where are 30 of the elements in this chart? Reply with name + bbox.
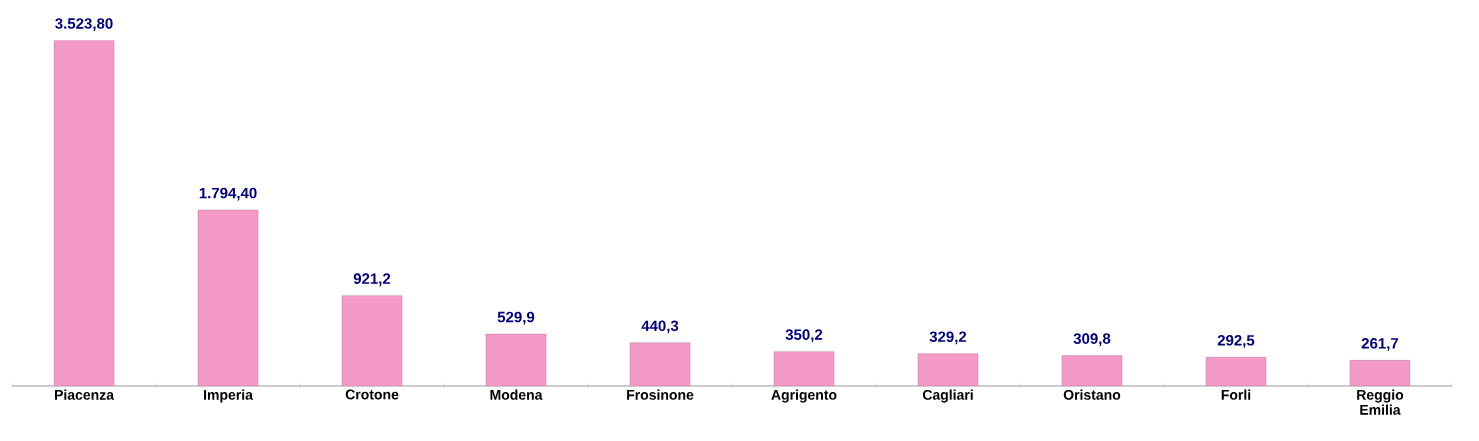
data-label: 292,5 [1217, 334, 1255, 348]
data-label: 529,9 [497, 311, 535, 325]
data-label: 1.794,40 [199, 187, 257, 201]
data-label: 350,2 [785, 329, 823, 343]
data-label: 329,2 [929, 331, 967, 345]
data-label: 261,7 [1361, 338, 1399, 351]
data-label: 3.523,80 [55, 18, 113, 31]
x-tick-label: Forli [1221, 389, 1251, 400]
x-tick-label: Reggio Emilia [1357, 389, 1404, 415]
bar [341, 295, 403, 386]
x-tick-label: Oristano [1063, 389, 1121, 400]
bar [53, 40, 115, 386]
x-tick-label: Cagliari [922, 389, 973, 403]
x-tick-label: Crotone [345, 389, 399, 400]
bar [773, 351, 835, 386]
bar [1349, 360, 1411, 386]
data-label: 440,3 [641, 320, 679, 334]
x-tick-label: Imperia [204, 389, 253, 403]
bar [1061, 355, 1123, 386]
x-tick-label: Frosinone [627, 389, 694, 400]
bar [917, 353, 979, 386]
data-label: 921,2 [353, 273, 391, 287]
x-tick-label: Agrigento [771, 389, 837, 403]
bar [485, 333, 547, 386]
x-tick-label: Modena [490, 389, 543, 400]
data-label: 309,8 [1073, 333, 1111, 347]
x-tick-label: Piacenza [55, 389, 115, 400]
bar [1205, 357, 1267, 386]
bar [197, 209, 259, 386]
bar [629, 342, 691, 386]
